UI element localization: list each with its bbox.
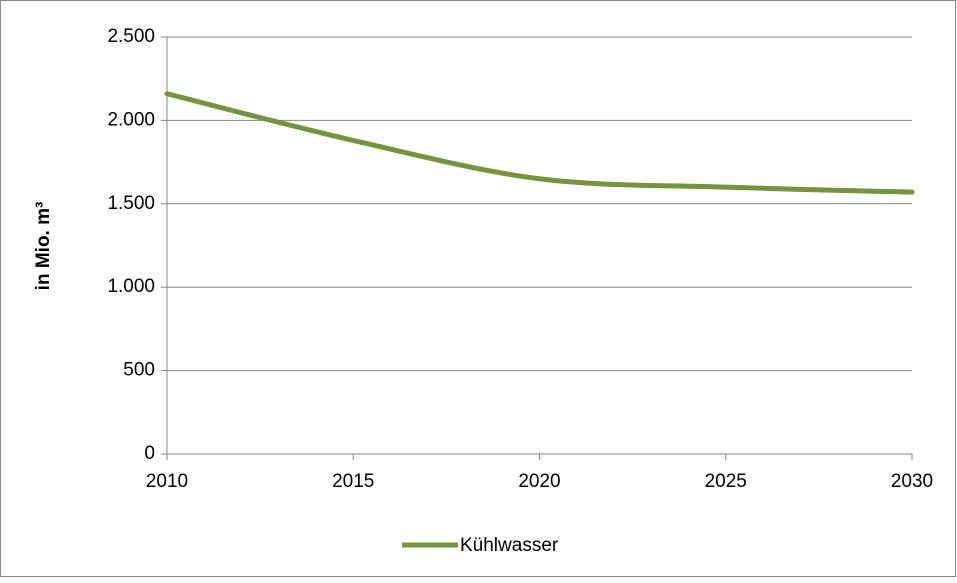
- y-tick-label: 2.500: [107, 26, 155, 47]
- x-tick-label: 2025: [705, 471, 747, 492]
- y-tick-label: 500: [123, 360, 155, 381]
- y-tick-label: 2.000: [107, 109, 155, 130]
- y-axis-label: in Mio. m³: [33, 202, 54, 291]
- legend-label: Kühlwasser: [460, 535, 559, 556]
- y-tick-label: 0: [144, 443, 155, 464]
- y-tick-label: 1.500: [107, 193, 155, 214]
- x-tick-label: 2020: [518, 471, 560, 492]
- x-tick-label: 2010: [146, 471, 188, 492]
- data-line: [164, 91, 915, 195]
- x-tick-label: 2015: [332, 471, 374, 492]
- x-tick-label: 2030: [891, 471, 933, 492]
- y-tick-label: 1.000: [107, 276, 155, 297]
